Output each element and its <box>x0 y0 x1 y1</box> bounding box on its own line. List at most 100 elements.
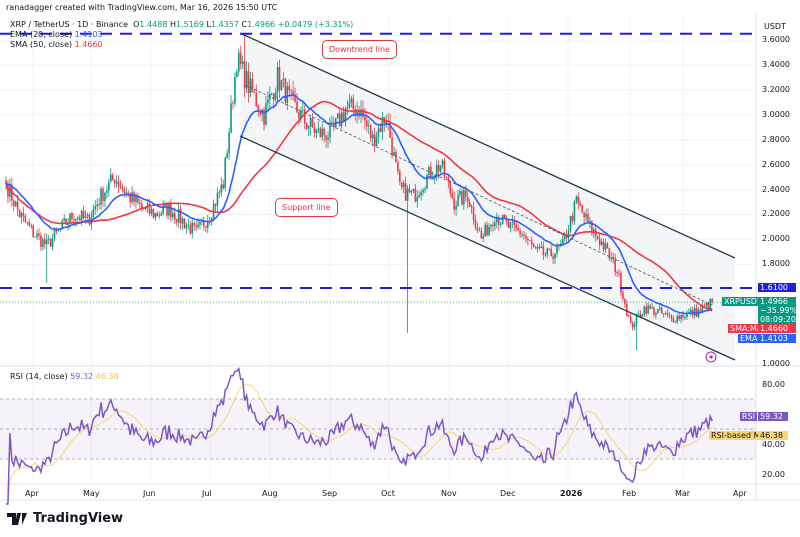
price-tick: 2.8000 <box>762 134 790 144</box>
candle-body <box>146 203 149 207</box>
rsi-legend[interactable]: RSI (14, close) 59.32 46.38 <box>10 372 119 381</box>
candle-body <box>579 203 582 206</box>
candle-body <box>523 234 525 236</box>
sma-legend[interactable]: SMA (50, close) 1.4660 <box>10 40 103 49</box>
candle-body <box>618 273 620 274</box>
candle-body <box>129 193 131 203</box>
price-tick: 3.6000 <box>762 35 790 45</box>
time-tick: May <box>83 489 100 498</box>
price-tick: 2.2000 <box>762 209 790 219</box>
rsi-ma-value-tag: 46.38 <box>758 431 788 440</box>
candle-body <box>185 224 188 229</box>
candle-body <box>76 217 79 219</box>
candle-body <box>627 315 630 317</box>
close-label: C <box>241 20 248 29</box>
candle-body <box>676 315 679 323</box>
candle-body <box>238 52 240 72</box>
candle-body <box>158 215 161 217</box>
percent-change: −35.99% <box>760 306 798 315</box>
candle-body <box>451 193 453 199</box>
candle-body <box>703 305 706 307</box>
candle-body <box>480 230 483 239</box>
candle-body <box>168 202 170 216</box>
candle-body <box>307 126 310 129</box>
candle-body <box>251 78 254 92</box>
candle-body <box>117 181 120 187</box>
candle-body <box>340 112 343 126</box>
candle-body <box>241 61 244 65</box>
candle-body <box>563 235 566 239</box>
candle-body <box>699 309 702 312</box>
candle-body <box>257 106 259 111</box>
candle-body <box>577 196 580 204</box>
candle-body <box>173 213 176 220</box>
candle-body <box>65 218 67 226</box>
candle-body <box>490 224 492 227</box>
ema-legend[interactable]: EMA (20, close) 1.4103 <box>10 30 103 39</box>
price-tick: 3.4000 <box>762 59 790 69</box>
last-price: 1.4966 <box>760 297 788 306</box>
candle-body <box>686 312 688 318</box>
candle-body <box>32 225 34 238</box>
candle-body <box>649 305 651 309</box>
candle-body <box>177 209 180 223</box>
candle-body <box>455 205 457 210</box>
candle-body <box>666 313 669 315</box>
candle-body <box>428 166 430 176</box>
candle-body <box>152 209 155 218</box>
time-tick: Jun <box>143 489 156 498</box>
candle-body <box>575 196 578 202</box>
candle-body <box>622 292 624 299</box>
brand-name: TradingView <box>33 511 124 526</box>
candle-body <box>276 67 279 93</box>
candle-body <box>193 223 195 226</box>
candle-body <box>521 234 523 236</box>
candle-body <box>530 240 533 245</box>
candle-body <box>131 192 133 203</box>
candle-body <box>546 248 549 255</box>
candle-body <box>426 175 428 189</box>
time-tick: Apr <box>733 489 747 498</box>
candle-body <box>573 201 576 221</box>
candle-body <box>399 171 401 183</box>
candle-body <box>561 238 564 244</box>
candle-body <box>249 78 252 93</box>
candle-body <box>315 129 318 134</box>
rsi-ma-line <box>6 383 713 505</box>
time-tick: Nov <box>441 489 457 498</box>
candle-body <box>187 224 190 226</box>
candle-body <box>494 222 496 227</box>
candle-body <box>488 226 490 236</box>
candle-body <box>133 192 135 202</box>
candle-body <box>707 302 710 310</box>
candle-body <box>395 152 397 162</box>
candle-body <box>664 313 667 314</box>
support-line-annotation[interactable]: Support line <box>275 198 338 217</box>
candle-body <box>472 206 475 220</box>
candle-body <box>102 188 104 202</box>
candle-body <box>181 218 184 224</box>
candle-body <box>243 61 246 89</box>
candle-body <box>222 184 225 189</box>
candle-body <box>28 222 31 226</box>
candle-body <box>375 136 378 147</box>
candle-body <box>463 190 465 205</box>
candle-body <box>587 213 589 223</box>
candle-body <box>420 192 422 196</box>
symbol-name: XRP / TetherUS · 1D · Binance <box>10 20 129 29</box>
candle-body <box>581 205 583 213</box>
candle-body <box>422 190 424 193</box>
candle-body <box>449 181 452 194</box>
candle-body <box>239 52 242 65</box>
downtrend-line-annotation[interactable]: Downtrend line <box>322 40 397 59</box>
candle-body <box>195 225 197 228</box>
candle-body <box>265 103 267 125</box>
tradingview-logo[interactable]: TradingView <box>7 511 123 526</box>
candle-body <box>294 94 296 102</box>
candle-body <box>336 113 339 119</box>
candle-body <box>127 192 130 194</box>
candle-body <box>589 221 591 223</box>
rsi-value: 59.32 <box>70 372 94 381</box>
candle-body <box>272 93 275 100</box>
